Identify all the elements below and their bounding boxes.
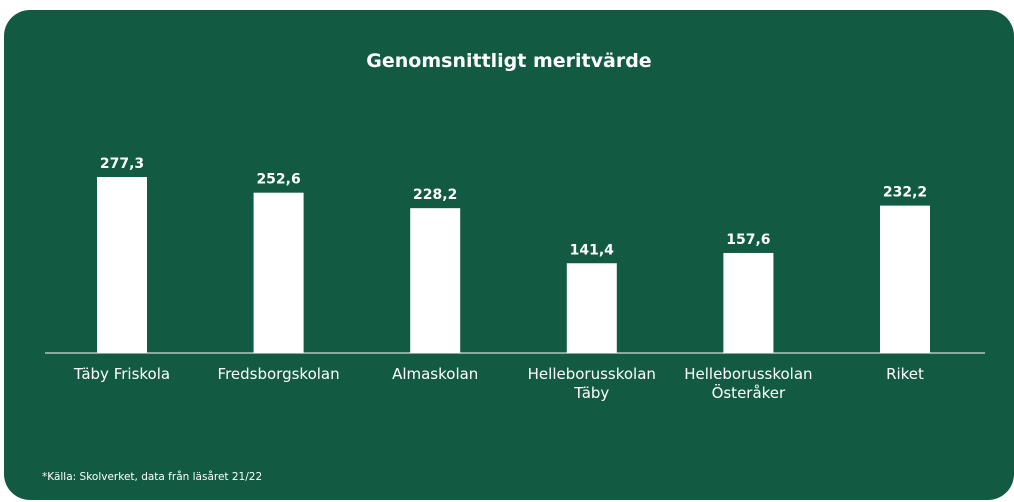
x-tick-label: Helleborusskolan Täby — [527, 365, 656, 402]
bar — [97, 177, 147, 353]
bar — [880, 205, 930, 353]
x-tick-label: Helleborusskolan Österåker — [684, 365, 813, 402]
value-label: 232,2 — [883, 185, 927, 201]
bar — [410, 208, 461, 353]
value-label: 277,3 — [100, 156, 144, 172]
chart: 277,3 252,6 228,2 141,4 157,6 232,2 — [45, 156, 985, 354]
value-label: 228,2 — [413, 187, 457, 203]
value-label: 252,6 — [256, 172, 300, 188]
value-label: 141,4 — [570, 242, 615, 258]
x-tick-label: Almaskolan — [392, 365, 479, 383]
x-tick-label: Riket — [886, 365, 924, 383]
x-tick-label: Fredsborgskolan — [217, 365, 340, 383]
chart-title: Genomsnittligt meritvärde — [366, 50, 652, 72]
chart-card: 277,3 252,6 228,2 141,4 157,6 232,2 Genomsnit… — [4, 10, 1014, 500]
x-tick-label: Täby Friskola — [73, 365, 171, 383]
bar — [723, 252, 774, 353]
value-label: 157,6 — [726, 232, 770, 248]
bar — [253, 192, 304, 353]
footnote: *Källa: Skolverket, data från läsåret 21… — [42, 471, 263, 483]
bar — [566, 263, 617, 353]
